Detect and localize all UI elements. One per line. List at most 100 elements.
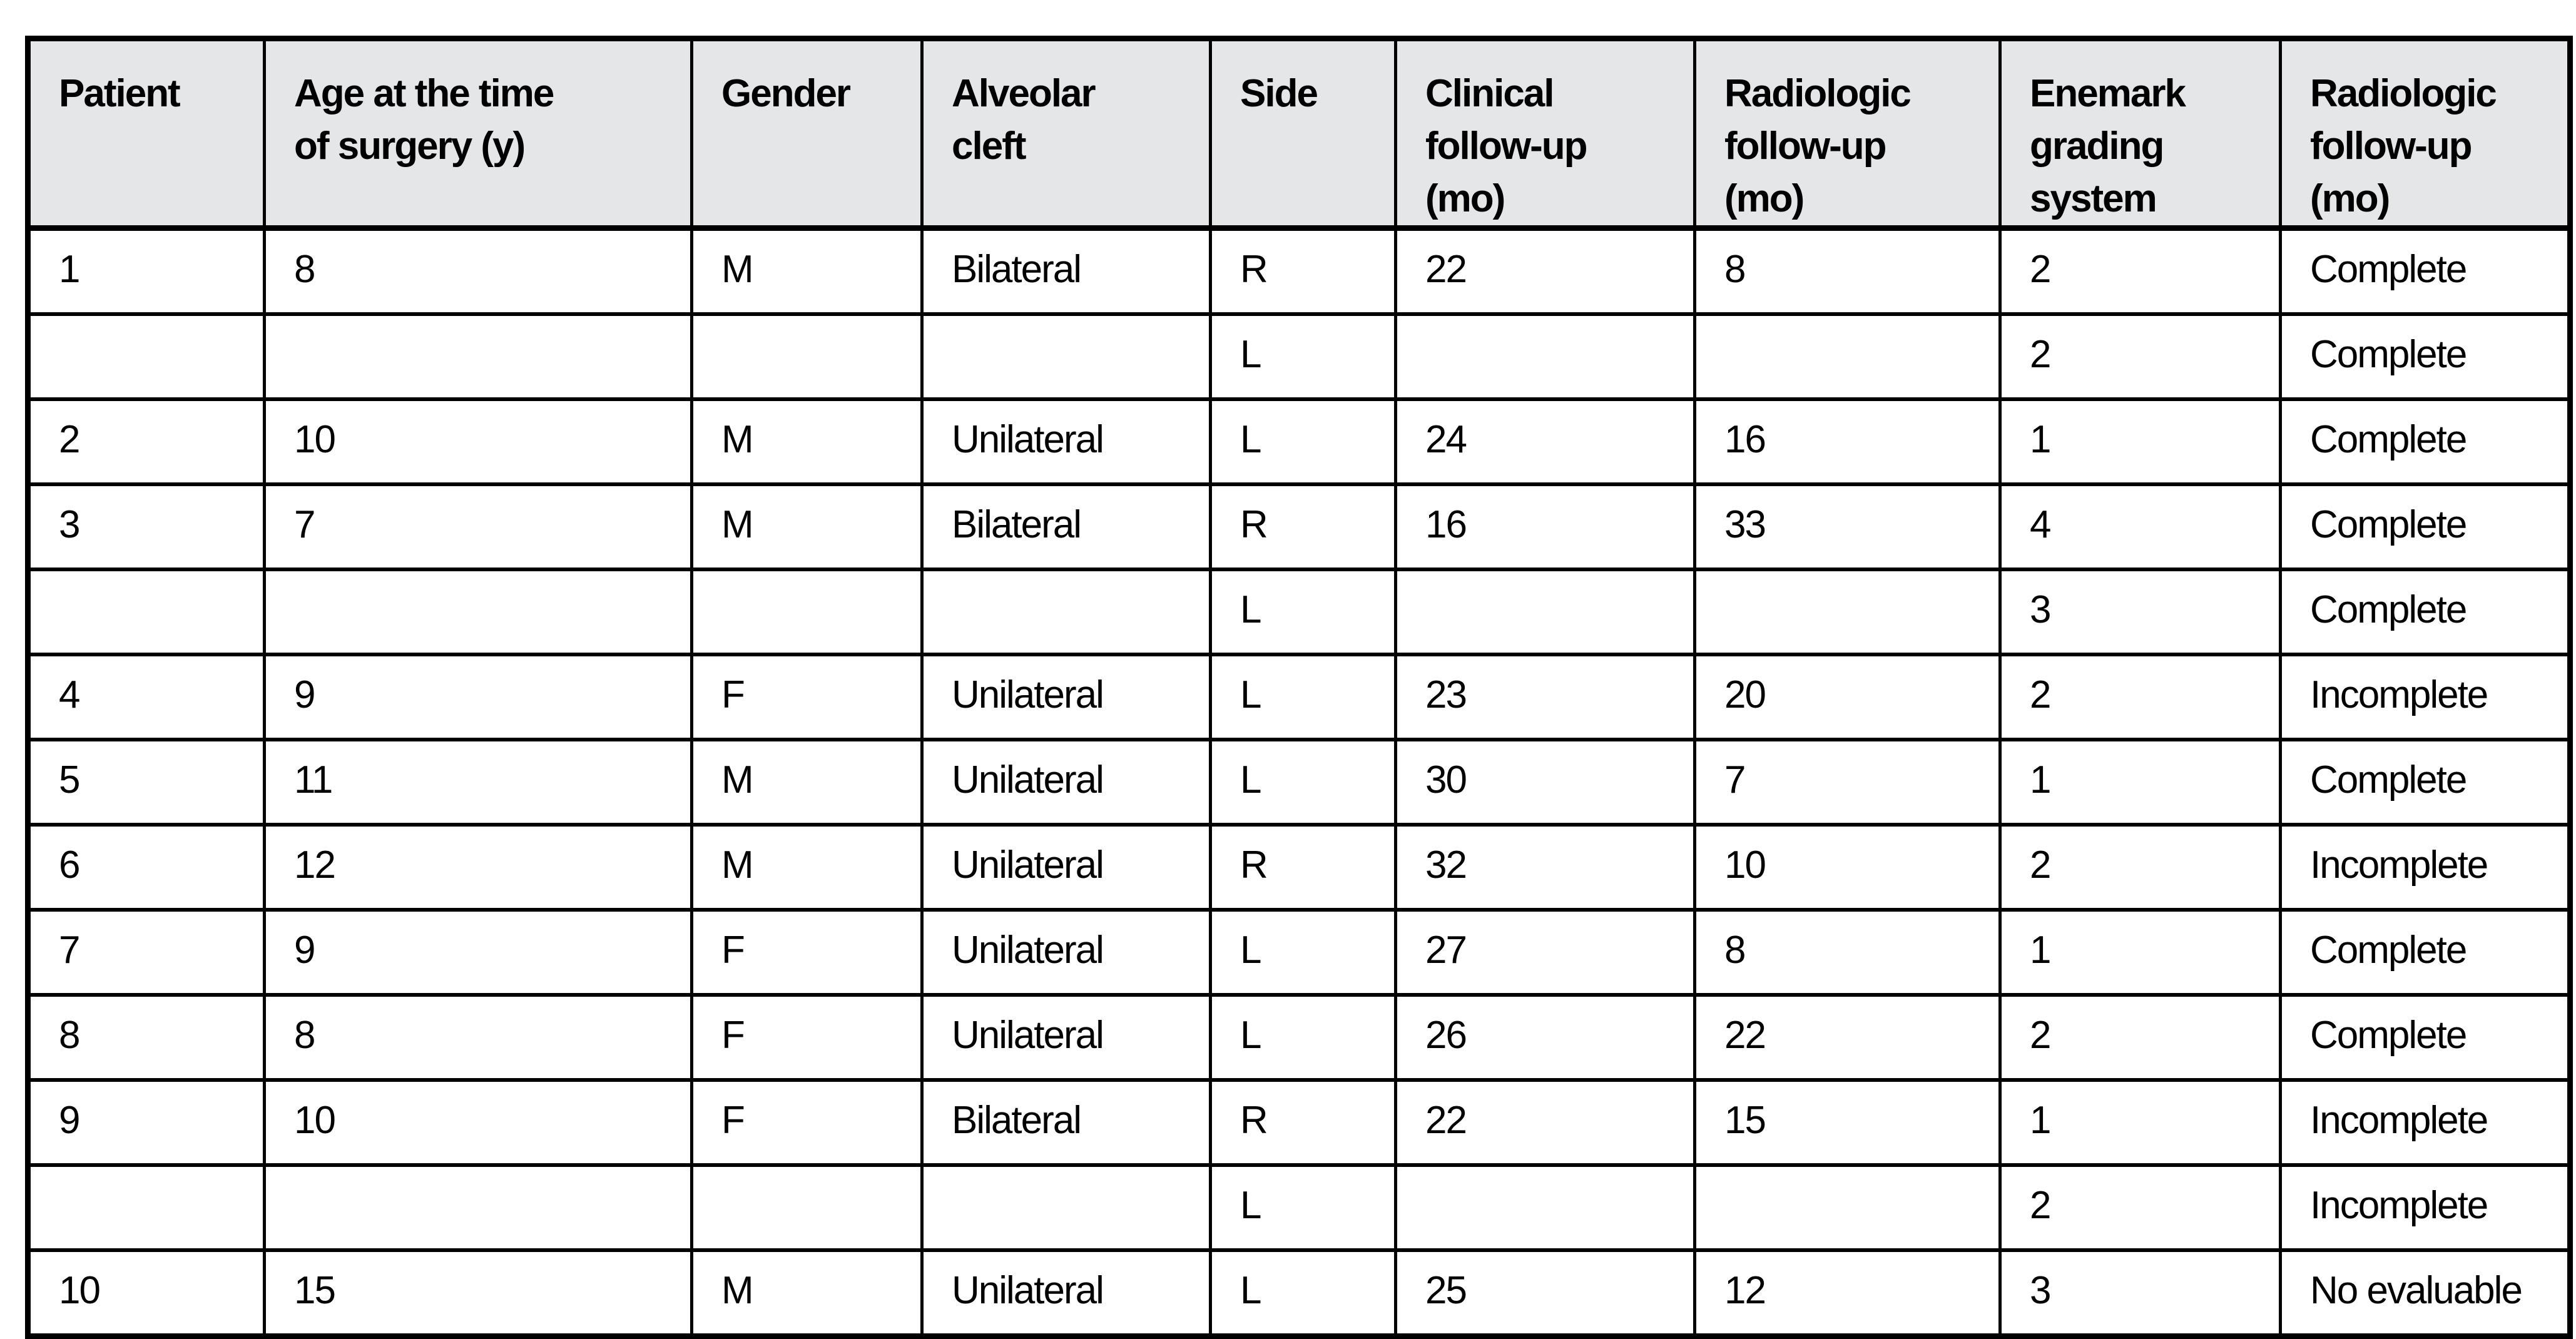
cell-side: L bbox=[1209, 397, 1397, 486]
cell-radiologic-followup bbox=[1693, 1163, 2002, 1252]
cell-cleft: Unilateral bbox=[920, 823, 1212, 912]
cell-patient: 6 bbox=[26, 823, 266, 912]
cell-side: R bbox=[1209, 226, 1397, 316]
cell-clinical-followup: 16 bbox=[1394, 482, 1696, 571]
cell-result: Complete bbox=[2279, 312, 2572, 401]
cell-side: L bbox=[1209, 312, 1397, 401]
cell-result: Complete bbox=[2279, 908, 2572, 997]
cell-result: Incomplete bbox=[2279, 1163, 2572, 1252]
column-header-radiologic-followup: Radiologic follow-up (mo) bbox=[1693, 36, 2002, 231]
table-row: 1 8 M Bilateral R 22 8 2 Complete bbox=[26, 226, 2572, 316]
cell-cleft: Bilateral bbox=[920, 1078, 1212, 1167]
cell-cleft: Bilateral bbox=[920, 482, 1212, 571]
cell-cleft bbox=[920, 1163, 1212, 1252]
cell-radiologic-followup: 16 bbox=[1693, 397, 2002, 486]
table-row: 5 11 M Unilateral L 30 7 1 Complete bbox=[26, 738, 2572, 827]
cell-gender: F bbox=[690, 908, 924, 997]
cell-age bbox=[263, 312, 693, 401]
cell-side: L bbox=[1209, 1248, 1397, 1338]
cell-radiologic-followup: 10 bbox=[1693, 823, 2002, 912]
cell-result: Incomplete bbox=[2279, 1078, 2572, 1167]
cell-patient: 5 bbox=[26, 738, 266, 827]
cell-side: L bbox=[1209, 993, 1397, 1082]
cell-radiologic-followup: 8 bbox=[1693, 908, 2002, 997]
cell-side: R bbox=[1209, 823, 1397, 912]
cell-patient bbox=[26, 1163, 266, 1252]
cell-clinical-followup: 26 bbox=[1394, 993, 1696, 1082]
cell-clinical-followup: 32 bbox=[1394, 823, 1696, 912]
cell-side: R bbox=[1209, 482, 1397, 571]
cell-enemark: 1 bbox=[1998, 397, 2282, 486]
column-header-enemark-grading: Enemark grading system bbox=[1998, 36, 2282, 231]
cell-clinical-followup: 30 bbox=[1394, 738, 1696, 827]
cell-result: Complete bbox=[2279, 738, 2572, 827]
table-row: 8 8 F Unilateral L 26 22 2 Complete bbox=[26, 993, 2572, 1082]
cell-cleft bbox=[920, 312, 1212, 401]
table-row: 9 10 F Bilateral R 22 15 1 Incomplete bbox=[26, 1078, 2572, 1167]
table-row: 7 9 F Unilateral L 27 8 1 Complete bbox=[26, 908, 2572, 997]
cell-clinical-followup bbox=[1394, 568, 1696, 656]
cell-enemark: 4 bbox=[1998, 482, 2282, 571]
cell-cleft: Unilateral bbox=[920, 653, 1212, 741]
cell-clinical-followup: 22 bbox=[1394, 1078, 1696, 1167]
cell-enemark: 3 bbox=[1998, 568, 2282, 656]
cell-patient: 1 bbox=[26, 226, 266, 316]
cell-gender bbox=[690, 568, 924, 656]
cell-cleft bbox=[920, 568, 1212, 656]
cell-gender bbox=[690, 312, 924, 401]
cell-clinical-followup bbox=[1394, 1163, 1696, 1252]
cell-cleft: Unilateral bbox=[920, 1248, 1212, 1338]
cell-clinical-followup: 22 bbox=[1394, 226, 1696, 316]
table-row: 6 12 M Unilateral R 32 10 2 Incomplete bbox=[26, 823, 2572, 912]
table-row: 10 15 M Unilateral L 25 12 3 No evaluabl… bbox=[26, 1248, 2572, 1338]
cell-age: 9 bbox=[263, 908, 693, 997]
cell-enemark: 2 bbox=[1998, 993, 2282, 1082]
cell-enemark: 2 bbox=[1998, 1163, 2282, 1252]
cell-result: Incomplete bbox=[2279, 823, 2572, 912]
cell-gender: M bbox=[690, 397, 924, 486]
cell-radiologic-followup: 20 bbox=[1693, 653, 2002, 741]
cell-patient: 3 bbox=[26, 482, 266, 571]
cell-age: 8 bbox=[263, 226, 693, 316]
cell-enemark: 1 bbox=[1998, 738, 2282, 827]
table-row: L 2 Incomplete bbox=[26, 1163, 2572, 1252]
cell-age bbox=[263, 1163, 693, 1252]
cell-clinical-followup: 25 bbox=[1394, 1248, 1696, 1338]
cell-radiologic-followup bbox=[1693, 312, 2002, 401]
patient-data-table: Patient Age at the time of surgery (y) G… bbox=[25, 36, 2573, 1339]
cell-side: L bbox=[1209, 568, 1397, 656]
cell-side: L bbox=[1209, 1163, 1397, 1252]
cell-result: Incomplete bbox=[2279, 653, 2572, 741]
cell-cleft: Unilateral bbox=[920, 738, 1212, 827]
cell-patient: 10 bbox=[26, 1248, 266, 1338]
column-header-age-at-surgery: Age at the time of surgery (y) bbox=[263, 36, 693, 231]
cell-patient bbox=[26, 568, 266, 656]
cell-patient: 9 bbox=[26, 1078, 266, 1167]
column-header-alveolar-cleft: Alveolar cleft bbox=[920, 36, 1212, 231]
column-header-gender: Gender bbox=[690, 36, 924, 231]
cell-enemark: 2 bbox=[1998, 312, 2282, 401]
cell-gender: M bbox=[690, 482, 924, 571]
cell-patient: 8 bbox=[26, 993, 266, 1082]
cell-age: 11 bbox=[263, 738, 693, 827]
cell-cleft: Unilateral bbox=[920, 908, 1212, 997]
cell-side: L bbox=[1209, 653, 1397, 741]
column-header-patient: Patient bbox=[26, 36, 266, 231]
cell-age: 12 bbox=[263, 823, 693, 912]
cell-clinical-followup: 23 bbox=[1394, 653, 1696, 741]
cell-enemark: 1 bbox=[1998, 908, 2282, 997]
cell-result: Complete bbox=[2279, 397, 2572, 486]
cell-patient: 4 bbox=[26, 653, 266, 741]
cell-gender bbox=[690, 1163, 924, 1252]
cell-result: Complete bbox=[2279, 482, 2572, 571]
cell-radiologic-followup bbox=[1693, 568, 2002, 656]
cell-radiologic-followup: 7 bbox=[1693, 738, 2002, 827]
cell-radiologic-followup: 22 bbox=[1693, 993, 2002, 1082]
cell-radiologic-followup: 33 bbox=[1693, 482, 2002, 571]
cell-result: Complete bbox=[2279, 568, 2572, 656]
cell-gender: F bbox=[690, 993, 924, 1082]
cell-patient: 7 bbox=[26, 908, 266, 997]
column-header-clinical-followup: Clinical follow-up (mo) bbox=[1394, 36, 1696, 231]
column-header-side: Side bbox=[1209, 36, 1397, 231]
cell-clinical-followup: 24 bbox=[1394, 397, 1696, 486]
